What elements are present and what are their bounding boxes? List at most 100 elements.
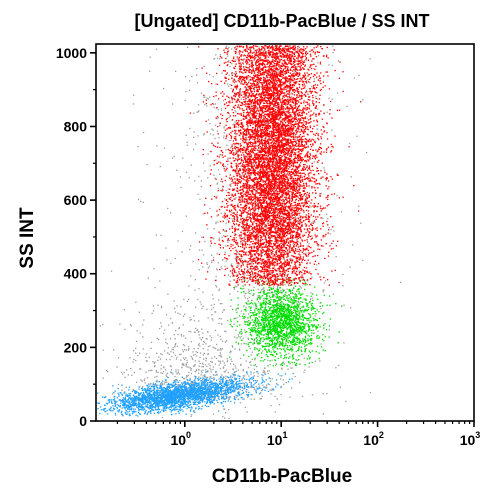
data-point (106, 402, 108, 404)
data-point (246, 394, 248, 396)
data-point (155, 392, 157, 394)
data-point (177, 333, 179, 336)
data-point (102, 396, 104, 398)
data-point (193, 379, 195, 382)
data-point (185, 393, 187, 395)
data-point (190, 368, 192, 370)
data-point (253, 266, 255, 268)
data-point (165, 359, 168, 361)
data-point (278, 303, 280, 305)
data-point (182, 385, 184, 387)
data-point (221, 72, 223, 74)
data-point (135, 352, 137, 354)
data-point (186, 394, 188, 396)
data-point (151, 385, 153, 388)
data-point (138, 394, 140, 396)
data-point (209, 390, 211, 392)
data-point (157, 399, 159, 402)
data-point (120, 402, 122, 404)
data-point (193, 388, 195, 390)
data-point (264, 373, 266, 375)
data-point (191, 358, 194, 361)
data-point (216, 392, 218, 395)
data-point (150, 404, 152, 407)
data-point (153, 365, 156, 368)
data-point (237, 380, 239, 382)
data-point (296, 269, 298, 271)
data-point (132, 389, 134, 391)
data-point (282, 379, 284, 381)
data-point (211, 400, 213, 403)
data-point (183, 378, 185, 380)
data-point (181, 408, 183, 411)
data-point (399, 281, 402, 283)
data-point (203, 390, 205, 393)
data-point (211, 393, 213, 395)
data-point (246, 96, 248, 98)
data-point (307, 255, 309, 257)
data-point (238, 393, 240, 395)
data-point (234, 402, 236, 404)
data-point (250, 386, 252, 388)
data-point (278, 71, 280, 73)
data-point (185, 337, 187, 339)
data-point (310, 303, 312, 305)
data-point (243, 118, 246, 120)
data-point (112, 393, 114, 395)
data-point (256, 371, 258, 373)
data-point (178, 385, 180, 387)
data-point (207, 379, 210, 381)
data-point (112, 385, 114, 387)
data-point (190, 386, 192, 388)
data-point (249, 199, 251, 201)
data-point (227, 396, 230, 398)
data-point (142, 403, 144, 405)
data-point (123, 400, 125, 402)
data-point (222, 397, 224, 399)
data-point (173, 399, 176, 401)
data-point (253, 120, 255, 122)
data-point (180, 404, 182, 406)
data-point (261, 181, 263, 183)
data-point (282, 96, 284, 98)
data-point (253, 340, 255, 342)
data-point (195, 232, 197, 234)
data-point (255, 276, 257, 278)
data-point (157, 392, 159, 395)
data-point (223, 126, 225, 128)
data-point (209, 395, 211, 398)
data-point (235, 150, 237, 152)
data-point (214, 137, 216, 140)
data-point (195, 376, 197, 378)
data-point (121, 407, 123, 409)
data-point (236, 385, 238, 388)
data-point (185, 134, 187, 136)
data-point (225, 395, 227, 397)
data-point (238, 387, 240, 389)
data-point (195, 369, 198, 372)
data-point (209, 367, 211, 369)
data-point (155, 234, 157, 236)
data-point (196, 393, 198, 395)
data-point (131, 399, 133, 401)
data-point (188, 371, 190, 374)
data-point (242, 337, 244, 340)
data-point (244, 378, 246, 380)
data-point (171, 405, 173, 407)
data-point (179, 398, 181, 400)
data-point (196, 355, 198, 357)
data-point (244, 241, 247, 244)
data-point (219, 125, 221, 127)
data-point (145, 402, 147, 404)
data-point (198, 369, 200, 371)
data-point (264, 226, 266, 228)
data-point (170, 262, 172, 265)
data-point (221, 384, 223, 387)
data-point (248, 79, 250, 81)
data-point (177, 384, 180, 386)
data-point (139, 400, 141, 402)
data-point (206, 402, 208, 404)
data-point (262, 321, 264, 323)
data-point (214, 382, 216, 384)
data-point (168, 353, 170, 355)
